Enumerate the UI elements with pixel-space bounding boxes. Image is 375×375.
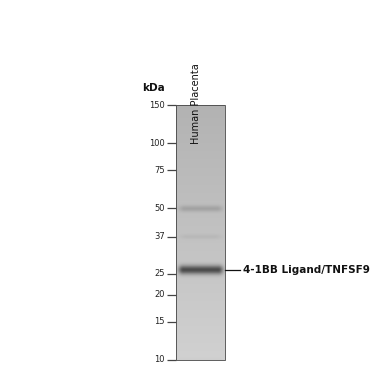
Text: 75: 75 [154,166,165,175]
Text: 15: 15 [154,317,165,326]
Text: 4-1BB Ligand/TNFSF9: 4-1BB Ligand/TNFSF9 [243,265,370,275]
Text: 20: 20 [154,290,165,299]
Text: 150: 150 [149,100,165,109]
Text: 100: 100 [149,139,165,148]
Text: kDa: kDa [142,83,165,93]
Bar [176,105,225,360]
Text: 25: 25 [154,269,165,278]
Text: 50: 50 [154,204,165,213]
Text: 37: 37 [154,232,165,241]
Text: 10: 10 [154,356,165,364]
Text: Human Placenta: Human Placenta [190,63,201,144]
